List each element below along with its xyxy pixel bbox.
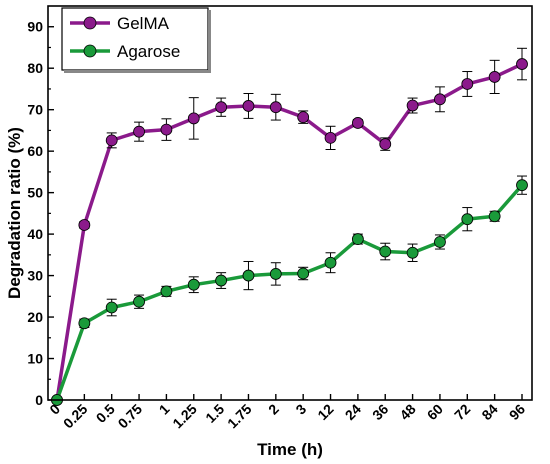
data-point-agarose: [297, 267, 310, 280]
data-point-agarose: [187, 278, 200, 291]
x-tick-label: 0.5: [93, 401, 118, 426]
chart-series: [51, 47, 528, 406]
legend-label-agarose: Agarose: [117, 42, 180, 61]
data-point-agarose: [242, 269, 255, 282]
y-axis-title: Degradation ratio (%): [5, 127, 24, 299]
data-point-gelma: [133, 125, 145, 138]
legend-marker-gelma: [83, 16, 97, 30]
data-point-gelma: [406, 99, 419, 112]
plot-frame: [47, 5, 533, 401]
y-tick-label: 0: [35, 392, 43, 408]
x-axis-title: Time (h): [257, 440, 323, 459]
data-point-agarose: [516, 179, 528, 192]
data-point-agarose: [324, 256, 337, 269]
data-point-gelma: [160, 123, 173, 136]
data-point-gelma: [242, 100, 255, 112]
x-tick-label: 84: [478, 401, 500, 423]
x-tick-label: 60: [424, 401, 446, 423]
y-axis-ticks: 0 10 20 30 40 50 60 70 80 90: [27, 19, 54, 408]
series-gelma: [51, 47, 528, 406]
data-point-gelma: [461, 78, 474, 90]
legend-shadow-bottom: [64, 70, 211, 73]
data-point-agarose: [488, 210, 501, 223]
data-point-agarose: [78, 317, 91, 330]
x-tick-label: 36: [369, 401, 391, 423]
series-agarose: [51, 175, 528, 406]
y-tick-label: 10: [27, 351, 43, 367]
data-point-agarose: [406, 246, 419, 259]
x-tick-label: 24: [342, 401, 364, 423]
data-point-agarose: [351, 233, 364, 245]
data-point-agarose: [379, 245, 392, 258]
legend-shadow: [208, 10, 211, 72]
data-point-agarose: [133, 295, 145, 308]
x-tick-label: 1: [156, 401, 173, 418]
y-tick-label: 40: [27, 226, 43, 242]
x-tick-label: 3: [292, 401, 309, 418]
y-tick-label: 50: [27, 185, 43, 201]
data-point-gelma: [434, 93, 446, 106]
data-point-gelma: [187, 112, 200, 125]
y-tick-label: 60: [27, 143, 43, 159]
data-point-gelma: [78, 219, 91, 231]
x-tick-label: 72: [451, 401, 473, 423]
data-point-gelma: [379, 138, 392, 151]
x-tick-label: 48: [396, 401, 418, 423]
x-tick-label: 12: [314, 401, 336, 423]
x-tick-label: 0.75: [115, 401, 146, 432]
data-point-agarose: [461, 213, 474, 226]
data-point-gelma: [297, 111, 310, 124]
data-point-gelma: [269, 101, 282, 114]
y-tick-label: 90: [27, 19, 43, 35]
data-point-gelma: [516, 58, 528, 70]
data-point-gelma: [105, 134, 118, 147]
legend: GelMA Agarose: [61, 7, 211, 73]
legend-marker-agarose: [83, 44, 97, 58]
data-point-agarose: [269, 268, 282, 280]
x-tick-label: 1.25: [169, 401, 200, 432]
y-tick-label: 20: [27, 309, 43, 325]
data-point-gelma: [215, 101, 228, 114]
data-point-gelma: [488, 71, 501, 83]
y-tick-label: 30: [27, 268, 43, 284]
data-point-agarose: [105, 301, 118, 314]
y-tick-label: 80: [27, 60, 43, 76]
y-tick-label: 70: [27, 102, 43, 118]
series-line-agarose: [55, 184, 524, 401]
x-tick-label: 2: [265, 401, 282, 418]
data-point-agarose: [434, 236, 446, 248]
x-tick-label: 1.75: [224, 401, 255, 432]
data-point-agarose: [215, 274, 228, 287]
x-tick-label: 1.5: [202, 401, 227, 426]
data-point-gelma: [324, 131, 337, 144]
data-point-agarose: [160, 285, 173, 298]
x-tick-label: 96: [506, 401, 528, 423]
x-tick-label: 0.25: [60, 401, 91, 432]
legend-label-gelma: GelMA: [117, 14, 170, 33]
data-point-gelma: [351, 117, 364, 129]
